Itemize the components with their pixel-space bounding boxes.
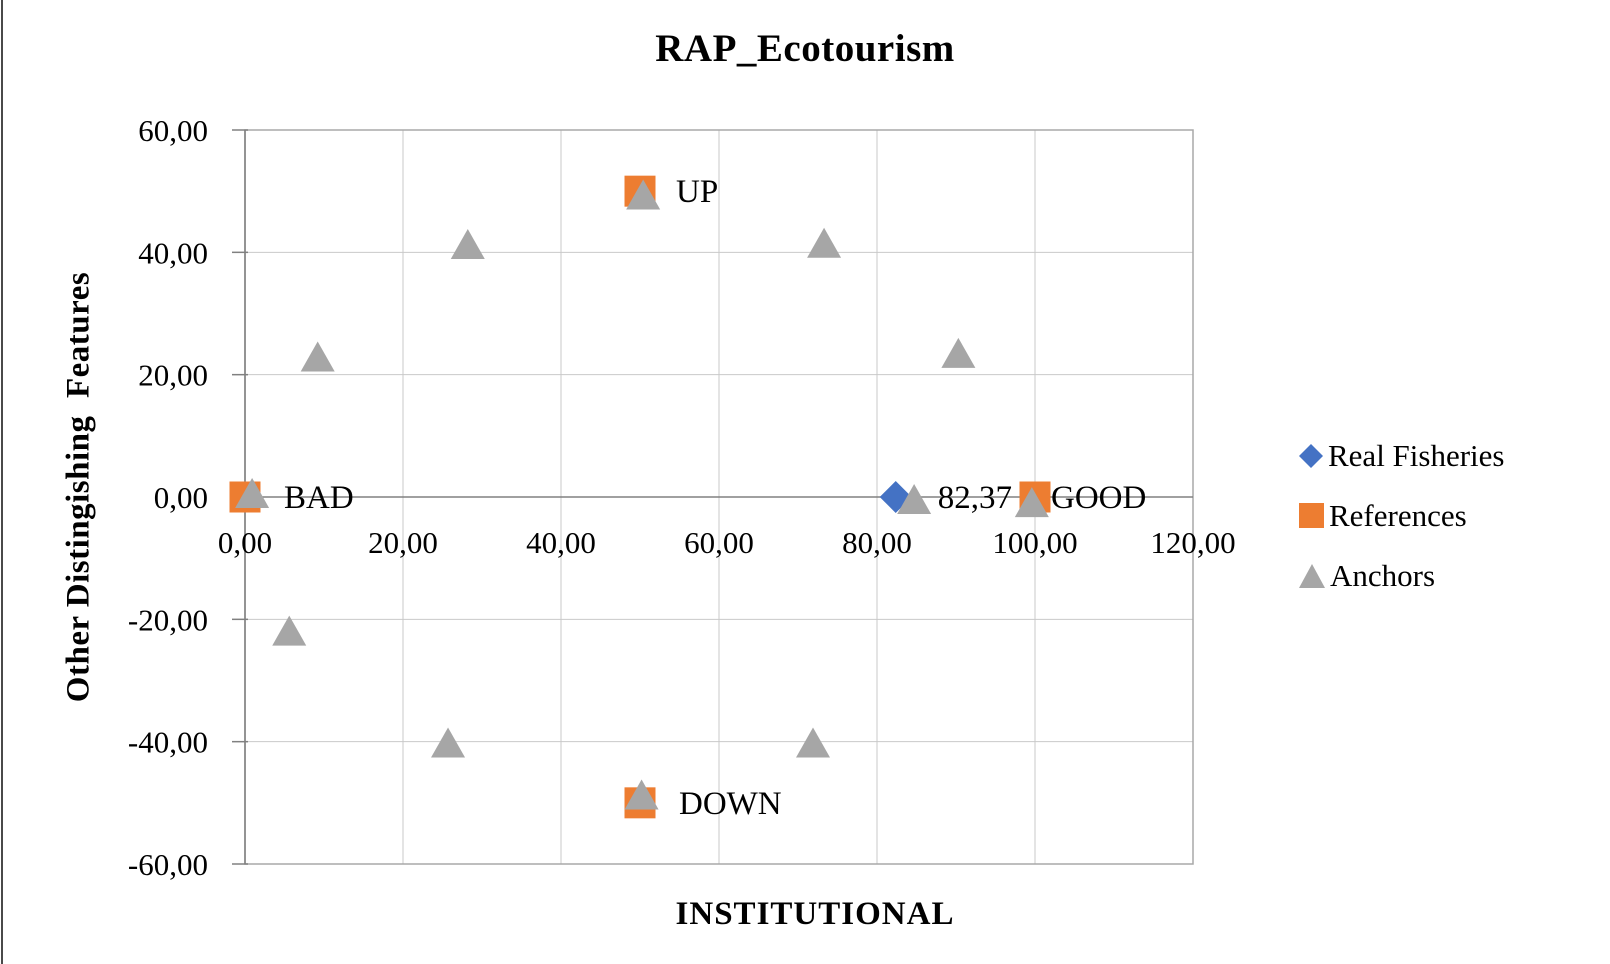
chart-title: RAP_Ecotourism	[655, 27, 955, 70]
y-tick-label: 20,00	[138, 358, 208, 393]
x-axis-title: INSTITUTIONAL	[675, 896, 955, 932]
page-left-border	[1, 0, 3, 964]
legend-item-references: References	[1298, 500, 1505, 531]
legend-item-anchors: Anchors	[1298, 560, 1505, 591]
y-tick-label: 60,00	[138, 113, 208, 148]
point-label: BAD	[284, 480, 354, 516]
x-tick-label: 100,00	[992, 525, 1077, 560]
triangle-icon	[1299, 563, 1325, 588]
legend-label: Anchors	[1330, 558, 1436, 593]
point-anchors	[431, 727, 466, 758]
legend: Real Fisheries References Anchors	[1298, 440, 1505, 591]
diamond-icon	[1299, 443, 1323, 468]
point-anchors	[300, 341, 335, 372]
square-icon	[1299, 503, 1324, 528]
point-anchors	[272, 615, 307, 646]
point-label: 82,37	[938, 480, 1012, 516]
point-label: UP	[676, 174, 718, 210]
point-anchors	[235, 477, 270, 508]
point-label: DOWN	[679, 786, 782, 822]
point-anchors	[796, 727, 831, 758]
point-anchors	[626, 179, 661, 210]
point-anchors	[450, 228, 485, 259]
point-anchors	[897, 484, 932, 515]
legend-label: References	[1329, 498, 1467, 533]
legend-item-real-fisheries: Real Fisheries	[1298, 440, 1505, 471]
point-anchors	[807, 227, 842, 258]
x-tick-label: 40,00	[526, 525, 596, 560]
y-tick-label: -60,00	[128, 847, 208, 882]
point-anchors	[1014, 487, 1049, 518]
x-tick-label: 0,00	[218, 525, 272, 560]
legend-label: Real Fisheries	[1328, 438, 1505, 473]
point-anchors	[941, 337, 976, 368]
x-tick-label: 120,00	[1150, 525, 1235, 560]
x-tick-label: 80,00	[842, 525, 912, 560]
y-tick-label: 40,00	[138, 235, 208, 270]
x-tick-label: 60,00	[684, 525, 754, 560]
point-label: GOOD	[1051, 480, 1146, 516]
y-tick-label: -20,00	[128, 602, 208, 637]
y-tick-label: -40,00	[128, 725, 208, 760]
y-tick-label: 0,00	[154, 480, 208, 515]
point-anchors	[624, 779, 659, 810]
x-tick-label: 20,00	[368, 525, 438, 560]
